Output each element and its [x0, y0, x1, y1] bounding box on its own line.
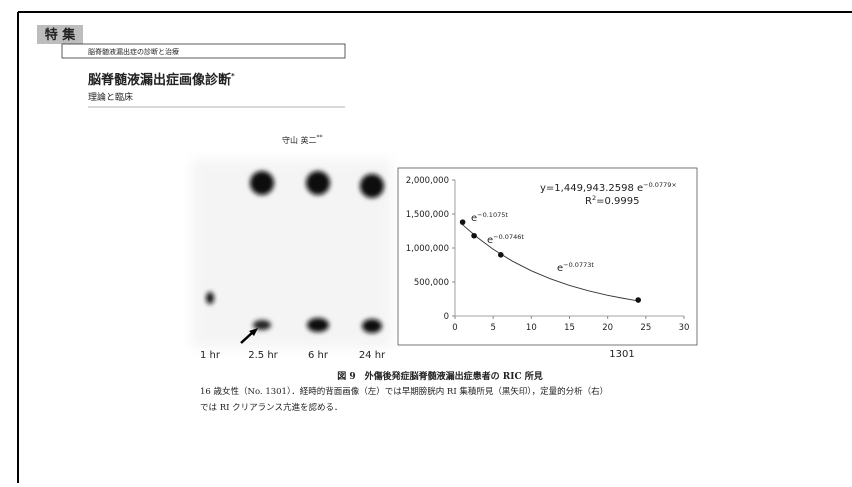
annotation-exp: −0.0746t	[493, 233, 524, 241]
annotation: e−0.1075t	[471, 211, 508, 224]
x-tick-label: 15	[564, 323, 575, 333]
x-axis-label: 1301	[609, 349, 634, 360]
author: 守山 英二**	[282, 134, 323, 145]
y-tick-label: 1,000,000	[406, 244, 449, 254]
caption-line: では RI クリアランス亢進を認める．	[200, 402, 343, 413]
image-label: 1 hr	[200, 350, 221, 361]
title-text: 脳脊髄液漏出症画像診断	[88, 72, 231, 88]
x-tick-label: 10	[526, 323, 537, 333]
r-squared-rest: =0.9995	[596, 196, 639, 207]
series-title: 脳脊髄液漏出症の診断と治療	[88, 47, 179, 56]
title-mark: *	[231, 72, 235, 80]
y-tick-label: 500,000	[414, 278, 449, 288]
annotation-exp: −0.0773t	[563, 261, 594, 269]
annotation: e−0.0746t	[487, 233, 524, 246]
article-title: 脳脊髄液漏出症画像診断*	[88, 72, 235, 88]
data-point	[459, 219, 466, 225]
annotation-base: e	[487, 235, 493, 246]
x-tick-label: 30	[679, 323, 690, 333]
r-squared-exp: 2	[592, 194, 596, 202]
section-label: 特 集	[45, 27, 77, 43]
equation-base: y=1,449,943.2598 e	[540, 183, 643, 194]
x-tick-label: 20	[602, 323, 613, 333]
label-box	[37, 25, 83, 44]
author-name: 守山 英二	[282, 135, 317, 145]
author-mark: **	[317, 134, 323, 141]
annotation-base: e	[557, 263, 563, 274]
caption-line: 16 歳女性（No. 1301）．経時的背面画像（左）では早期膀胱内 RI 集積…	[200, 386, 608, 397]
scintigram	[192, 160, 392, 348]
image-label: 6 hr	[308, 350, 329, 361]
subtitle: 理論と臨床	[88, 91, 133, 103]
data-point	[471, 232, 477, 239]
equation: y=1,449,943.2598 e−0.0779×	[540, 181, 677, 194]
x-tick-label: 0	[452, 323, 457, 333]
annotation: e−0.0773t	[557, 261, 594, 274]
y-tick-label: 2,000,000	[406, 176, 449, 186]
y-tick-label: 0	[444, 312, 449, 322]
x-tick-label: 25	[640, 323, 651, 333]
x-tick-label: 5	[490, 323, 495, 333]
annotation-exp: −0.1075t	[477, 211, 508, 219]
chart-frame	[397, 167, 698, 346]
caption-title: 図 9 外傷後発症脳脊髄液漏出症患者の RIC 所見	[337, 370, 543, 382]
data-point	[635, 297, 641, 303]
r-squared: R2=0.9995	[585, 194, 639, 207]
image-label: 2.5 hr	[248, 350, 278, 361]
series-box	[61, 43, 346, 59]
r-squared-base: R	[585, 196, 592, 207]
annotation-base: e	[471, 213, 477, 224]
image-label: 24 hr	[359, 350, 386, 361]
equation-exp: −0.0779×	[643, 181, 677, 189]
data-point	[498, 252, 504, 258]
y-tick-label: 1,500,000	[406, 210, 449, 220]
trend-line	[462, 224, 639, 302]
